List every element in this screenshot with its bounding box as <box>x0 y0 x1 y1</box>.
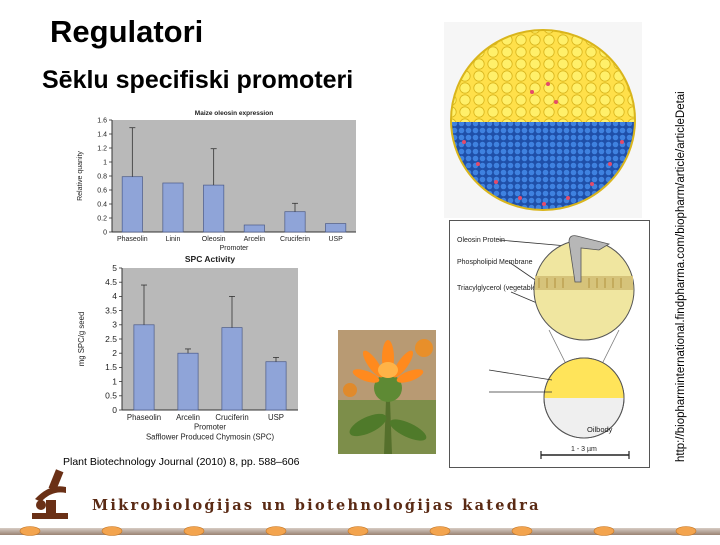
y-axis-label: Relative quanity <box>77 151 84 201</box>
footer-bead <box>101 526 123 536</box>
x-category-label: Phaseolin <box>127 413 161 422</box>
oilbody-embryo-image <box>444 22 642 218</box>
x-axis-label: Promoter <box>194 423 226 432</box>
chart-spc-panel: SPC Activity 0 0.5 1 1.5 2 2.5 3 3.5 4 4.5 5 Phaseol… <box>60 250 338 455</box>
footer-bead <box>593 526 615 536</box>
y-tick-label: 2.5 <box>105 334 117 344</box>
label-phospholipid: Phospholipid Membrane <box>457 259 533 266</box>
slide-subtitle: Sēklu specifiski promoteri <box>42 66 354 94</box>
y-tick-label: 0.2 <box>97 215 107 222</box>
footer-bead <box>675 526 697 536</box>
y-tick-label: 0.6 <box>97 187 107 194</box>
y-tick-label: 3.5 <box>105 305 117 315</box>
y-tick-label: 1.5 <box>105 362 117 372</box>
x-category-label: Oleosin <box>202 236 226 243</box>
y-tick-label: 0 <box>103 229 107 236</box>
footer-department-label: Mikrobioloģijas un biotehnoloģijas kated… <box>92 497 541 514</box>
y-tick-label: 1.6 <box>97 117 107 124</box>
label-oilbody: Oilbody <box>587 425 613 434</box>
bar-usp <box>265 361 287 411</box>
y-tick-label: 4.5 <box>105 277 117 287</box>
citation-text: Plant Biotechnology Journal (2010) 8, pp… <box>63 456 300 468</box>
chart-title: SPC Activity <box>185 254 236 264</box>
microscope-logo <box>22 466 78 520</box>
label-oleosin: Oleosin Protein <box>457 237 505 244</box>
microscope-icon <box>32 469 68 519</box>
x-category-label: Cruciferin <box>280 236 310 243</box>
source-url-vertical: http://biopharminternational.findpharma.… <box>667 6 691 464</box>
y-tick-label: 3 <box>112 320 117 330</box>
chart-oleosin-panel: Maize oleosin expression 0 0.2 0.4 0.6 0.8 1 1.… <box>72 100 362 252</box>
y-tick-label: 1 <box>103 159 107 166</box>
chart-caption: Safflower Produced Chymosin (SPC) <box>146 432 275 441</box>
bar-cruciferin <box>221 327 243 411</box>
x-category-label: Phaseolin <box>117 236 148 243</box>
chart-oleosin: Maize oleosin expression 0 0.2 0.4 0.6 0.8 1 1.… <box>72 100 362 252</box>
oilbody-sphere <box>444 22 642 218</box>
label-scale: 1 - 3 µm <box>571 446 597 453</box>
y-tick-label: 5 <box>112 263 117 273</box>
bar-arcelin <box>243 224 265 233</box>
bar-arcelin <box>177 352 199 411</box>
x-category-label: USP <box>328 236 343 243</box>
bar-linin <box>162 182 184 233</box>
safflower-image <box>338 330 436 454</box>
y-tick-label: 4 <box>112 291 117 301</box>
label-triacylglycerol: Triacylglycerol (vegetable oil) <box>457 285 547 292</box>
safflower-photo <box>338 330 436 454</box>
plot-area <box>112 120 356 232</box>
y-tick-label: 1.2 <box>97 145 107 152</box>
y-axis-label: mg SPC/g seed <box>77 312 86 367</box>
x-category-label: Cruciferin <box>215 413 248 422</box>
chart-spc: SPC Activity 0 0.5 1 1.5 2 2.5 3 3.5 4 4.5 5 Phaseol… <box>60 250 338 455</box>
oilbody-diagram: Oleosin Protein Phospholipid Membrane Tr… <box>449 220 650 468</box>
footer-bead <box>429 526 451 536</box>
y-tick-label: 0 <box>112 405 117 415</box>
bar-phaseolin <box>133 324 155 411</box>
y-tick-label: 1.4 <box>97 131 107 138</box>
footer-bead <box>511 526 533 536</box>
y-tick-label: 0.4 <box>97 201 107 208</box>
x-category-label: Arcelin <box>244 236 266 243</box>
bar-cruciferin <box>284 211 306 233</box>
x-category-label: Arcelin <box>176 413 200 422</box>
footer-bead <box>183 526 205 536</box>
footer-bead <box>19 526 41 536</box>
oilbody-diagram-svg: Oleosin Protein Phospholipid Membrane Tr… <box>449 220 650 468</box>
footer-bead <box>265 526 287 536</box>
x-category-label: USP <box>268 413 284 422</box>
footer-strip <box>0 519 720 540</box>
y-tick-label: 0.5 <box>105 391 117 401</box>
x-category-label: Linin <box>166 236 181 243</box>
slide-title: Regulatori <box>50 14 204 49</box>
bar-phaseolin <box>121 176 143 233</box>
chart-title: Maize oleosin expression <box>195 110 273 117</box>
source-url-text: http://biopharminternational.findpharma.… <box>675 91 687 462</box>
y-tick-label: 2 <box>112 348 117 358</box>
y-tick-label: 0.8 <box>97 173 107 180</box>
footer-bead <box>347 526 369 536</box>
bar-usp <box>325 223 347 233</box>
bar-oleosin <box>203 184 225 233</box>
y-tick-label: 1 <box>112 376 117 386</box>
x-axis-label: Promoter <box>220 245 249 250</box>
